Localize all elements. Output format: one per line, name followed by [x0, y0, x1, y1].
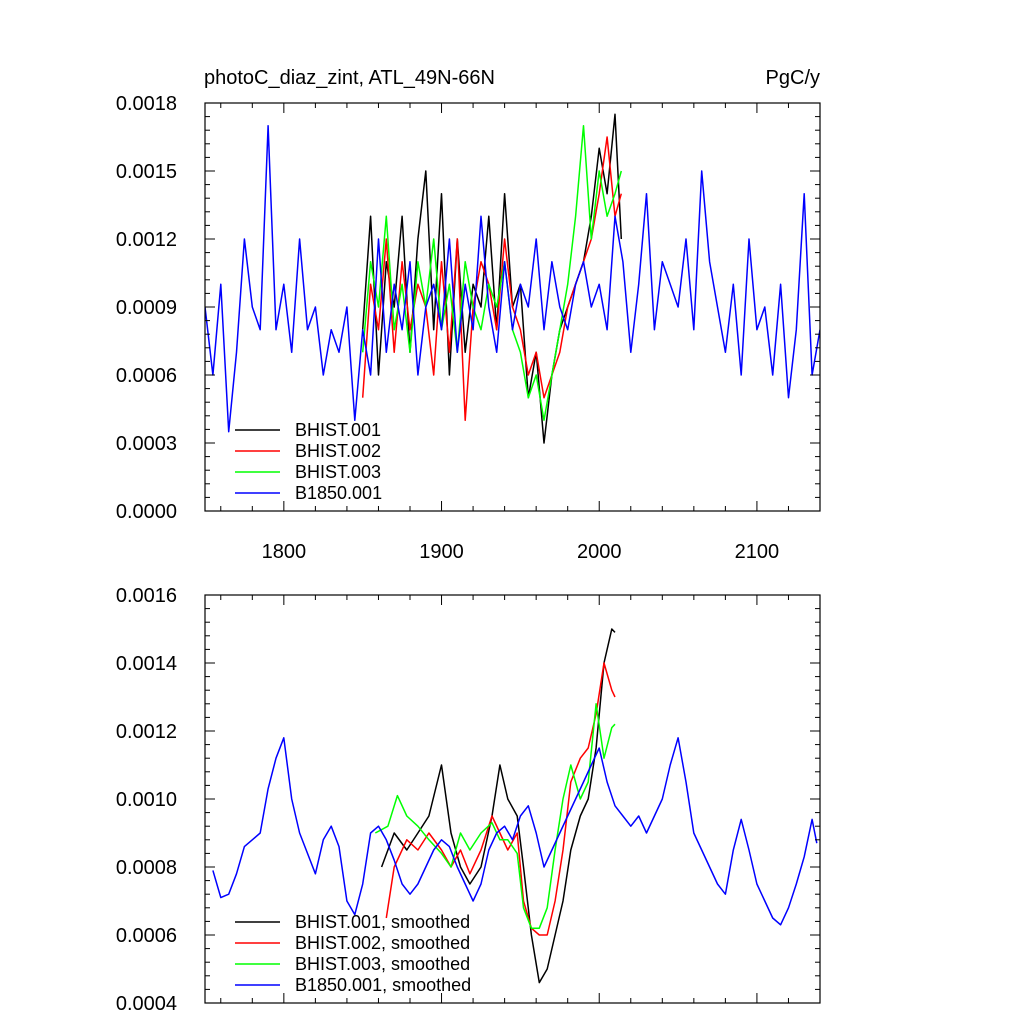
bottom-y-tick-labels: 0.0004 0.0006 0.0008 0.0010 0.0012 0.0014 0.00…: [116, 585, 177, 1015]
top-series-line-4: [205, 124, 820, 433]
bottom-y-tick-label: 0.0004: [116, 993, 177, 1015]
top-y-tick-label: 0.0012: [116, 229, 177, 251]
bottom-series-layer: [212, 628, 818, 984]
top-legend-label-2: BHIST.002: [295, 441, 381, 461]
bottom-legend-label-2: BHIST.002, smoothed: [295, 933, 470, 953]
top-legend-label-4: B1850.001: [295, 483, 382, 503]
bottom-y-tick-label: 0.0008: [116, 857, 177, 879]
top-y-tick-labels: 0.0000 0.0003 0.0006 0.0009 0.0012 0.0015 0.00…: [116, 93, 177, 523]
top-legend-label-1: BHIST.001: [295, 420, 381, 440]
top-y-tick-label: 0.0015: [116, 161, 177, 183]
top-series-layer: [205, 113, 820, 444]
top-x-tick-label: 2100: [735, 541, 780, 563]
top-series-line-3: [361, 124, 623, 422]
top-x-tick-label: 1800: [262, 541, 307, 563]
bottom-legend-label-4: B1850.001, smoothed: [295, 975, 471, 995]
top-panel: photoC_diaz_zint, ATL_49N-66N PgC/y 0.00…: [116, 67, 821, 563]
top-series-line-2: [361, 136, 623, 422]
top-y-tick-label: 0.0000: [116, 501, 177, 523]
top-ticks-layer: [205, 102, 821, 512]
top-y-tick-label: 0.0003: [116, 433, 177, 455]
bottom-series-line-4: [212, 737, 818, 926]
bottom-series-line-2: [385, 662, 616, 936]
top-y-tick-label: 0.0006: [116, 365, 177, 387]
bottom-legend-label-3: BHIST.003, smoothed: [295, 954, 470, 974]
top-x-tick-label: 2000: [577, 541, 622, 563]
bottom-y-tick-label: 0.0014: [116, 653, 177, 675]
top-chart-title: photoC_diaz_zint, ATL_49N-66N: [204, 67, 495, 89]
bottom-y-tick-label: 0.0010: [116, 789, 177, 811]
bottom-series-line-3: [374, 703, 616, 929]
top-x-tick-labels: 1800 1900 2000 2100: [262, 541, 780, 563]
top-y-tick-label: 0.0018: [116, 93, 177, 115]
bottom-series-line-1: [380, 628, 616, 984]
bottom-y-tick-label: 0.0006: [116, 925, 177, 947]
top-x-tick-label: 1900: [419, 541, 464, 563]
top-chart-units: PgC/y: [766, 67, 820, 89]
top-y-tick-label: 0.0009: [116, 297, 177, 319]
bottom-y-tick-label: 0.0016: [116, 585, 177, 607]
bottom-legend-label-1: BHIST.001, smoothed: [295, 912, 470, 932]
bottom-y-tick-label: 0.0012: [116, 721, 177, 743]
top-legend-label-3: BHIST.003: [295, 462, 381, 482]
top-series-line-1: [361, 113, 623, 444]
bottom-panel: 0.0004 0.0006 0.0008 0.0010 0.0012 0.0014 0.00…: [116, 585, 821, 1015]
bottom-ticks-layer: [205, 594, 821, 1004]
